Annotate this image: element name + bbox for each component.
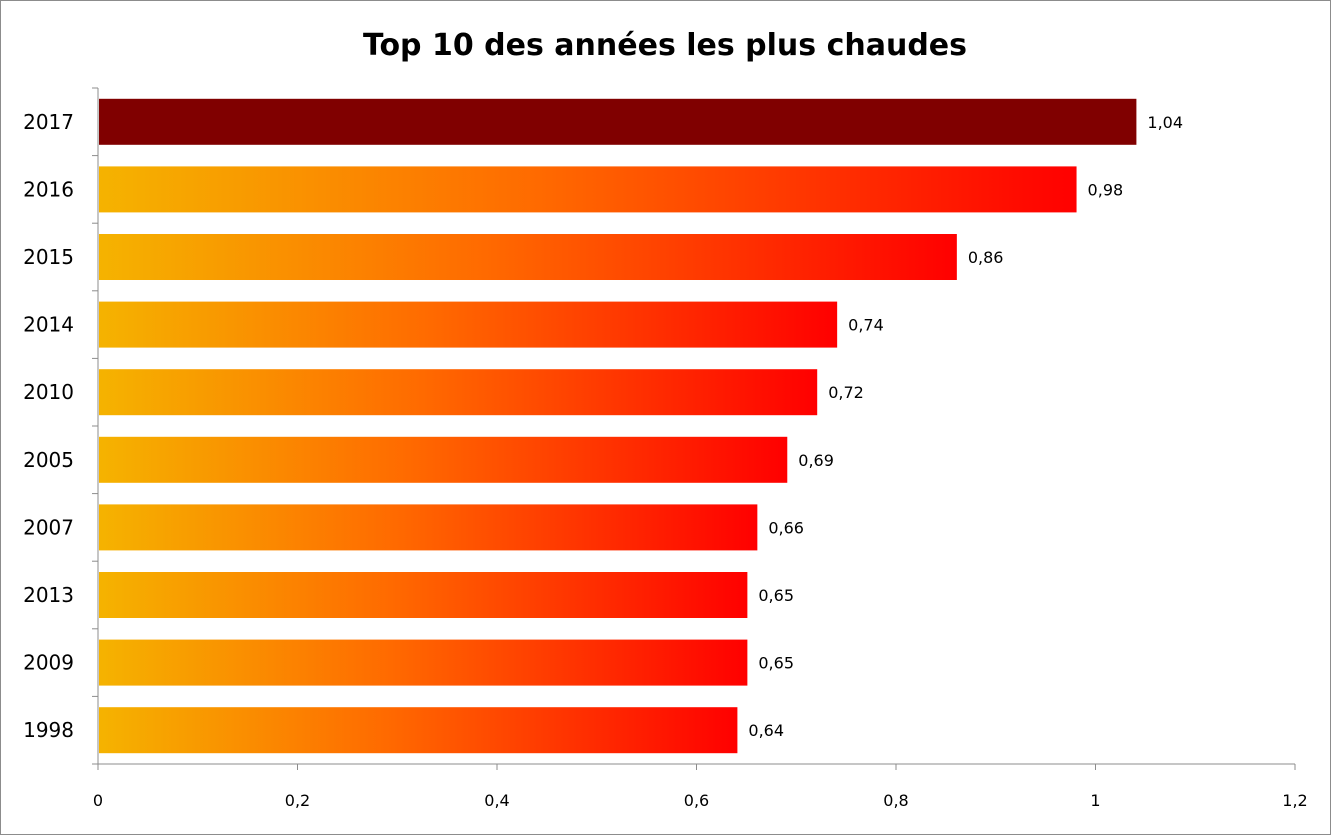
x-tick-label: 0,4: [484, 791, 509, 810]
bar-2005: [99, 436, 788, 483]
x-tick-label: 0: [93, 791, 103, 810]
value-label-2013: 0,65: [758, 586, 794, 605]
value-label-1998: 0,64: [748, 721, 784, 740]
x-tick-label: 0,2: [285, 791, 310, 810]
labels-layer: 2017 1,04 2016 0,98 2015 0,86 2014 0,74 2010 0,72…: [23, 110, 1308, 810]
bar-2015: [99, 234, 957, 280]
bar-2009: [99, 639, 748, 686]
value-label-2010: 0,72: [828, 383, 864, 402]
bar-1998: [99, 707, 738, 754]
category-label-2013: 2013: [23, 583, 74, 607]
category-label-1998: 1998: [23, 718, 74, 742]
axes-layer: [92, 87, 1296, 770]
bar-2007: [99, 504, 758, 551]
value-label-2009: 0,65: [758, 654, 794, 673]
value-label-2016: 0,98: [1088, 180, 1124, 199]
bar-2014: [99, 301, 838, 348]
x-tick-label: 1: [1090, 791, 1100, 810]
bar-2013: [99, 572, 748, 618]
category-label-2014: 2014: [23, 313, 74, 337]
value-label-2014: 0,74: [848, 316, 884, 335]
x-tick-label: 1,2: [1282, 791, 1307, 810]
category-label-2015: 2015: [23, 245, 74, 269]
category-label-2009: 2009: [23, 651, 74, 675]
bar-2016: [99, 166, 1077, 213]
category-label-2007: 2007: [23, 515, 74, 539]
category-label-2016: 2016: [23, 177, 74, 201]
x-tick-label: 0,6: [684, 791, 709, 810]
value-label-2005: 0,69: [798, 451, 834, 470]
bar-2017: [99, 98, 1137, 145]
value-label-2017: 1,04: [1147, 113, 1183, 132]
value-label-2007: 0,66: [768, 518, 804, 537]
bar-2010: [99, 369, 818, 416]
chart-title: Top 10 des années les plus chaudes: [363, 28, 967, 63]
x-tick-label: 0,8: [883, 791, 908, 810]
category-label-2017: 2017: [23, 110, 74, 134]
category-label-2005: 2005: [23, 448, 74, 472]
category-label-2010: 2010: [23, 380, 74, 404]
value-label-2015: 0,86: [968, 248, 1004, 267]
bars-layer: [99, 98, 1137, 754]
